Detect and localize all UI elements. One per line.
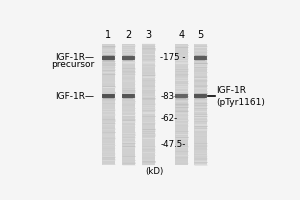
Text: (pTyr1161): (pTyr1161) (216, 98, 265, 107)
Text: (kD): (kD) (145, 167, 163, 176)
Bar (175, 44, 188, 165)
Text: 3: 3 (145, 30, 151, 40)
Text: IGF-1R—: IGF-1R— (56, 53, 94, 62)
Text: -47.5-: -47.5- (160, 140, 186, 149)
Text: 1: 1 (105, 30, 112, 40)
Text: precursor: precursor (51, 60, 94, 69)
Bar (142, 44, 155, 165)
Bar (122, 44, 135, 165)
Text: 2: 2 (125, 30, 131, 40)
Text: IGF-1R—: IGF-1R— (56, 92, 94, 101)
Text: -83-: -83- (160, 92, 178, 101)
Text: IGF-1R: IGF-1R (216, 86, 246, 95)
Text: 5: 5 (197, 30, 203, 40)
Text: -175 -: -175 - (160, 53, 186, 62)
Bar (102, 44, 115, 165)
Text: 4: 4 (178, 30, 184, 40)
Text: -62-: -62- (160, 114, 178, 123)
Bar (194, 44, 207, 165)
